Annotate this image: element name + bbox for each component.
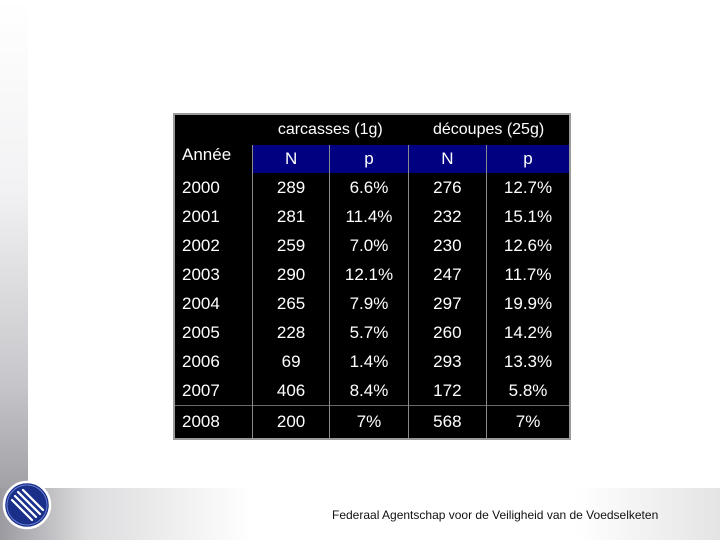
year-cell: 2001 — [182, 206, 220, 226]
carcasses-n-cell: 69 — [251, 347, 330, 376]
year-cell: 2000 — [182, 177, 220, 197]
footer-band — [0, 488, 720, 540]
group-header-decoupes: découpes (25g) — [432, 121, 545, 138]
decoupes-n-cell: 247 — [407, 260, 487, 289]
table-row: 2000 289 6.6% 276 12.7% — [174, 173, 570, 202]
decoupes-p-cell: 12.7% — [486, 173, 570, 202]
table-row: 2006 69 1.4% 293 13.3% — [174, 347, 570, 376]
decoupes-n-cell: 568 — [407, 405, 487, 439]
footer-agency-name: Federaal Agentschap voor de Veiligheid v… — [332, 508, 659, 522]
decoupes-n-cell: 293 — [407, 347, 487, 376]
carcasses-n-cell: 200 — [251, 405, 330, 439]
carcasses-p-cell: 7.0% — [329, 231, 409, 260]
sub-header-p-carcasses: p — [329, 145, 409, 173]
year-cell: 2002 — [182, 235, 220, 255]
data-table: carcasses (1g) découpes (25g) Année N p … — [173, 113, 571, 440]
year-cell: 2008 — [174, 405, 253, 439]
carcasses-n-cell: 265 — [251, 289, 330, 318]
carcasses-n-cell: 259 — [251, 231, 330, 260]
decoupes-p-cell: 7% — [486, 405, 570, 439]
carcasses-n-cell: 281 — [251, 202, 330, 231]
year-cell: 2004 — [182, 293, 220, 313]
year-cell: 2005 — [182, 322, 220, 342]
table-row: 2003 290 12.1% 247 11.7% — [174, 260, 570, 289]
sub-header-n-carcasses: N — [251, 145, 330, 173]
carcasses-p-cell: 8.4% — [329, 376, 409, 406]
group-header-carcasses: carcasses (1g) — [277, 121, 383, 138]
decoupes-p-cell: 14.2% — [486, 318, 570, 347]
table-row: 2001 281 11.4% 232 15.1% — [174, 202, 570, 231]
year-cell: 2006 — [182, 351, 220, 371]
decoupes-n-cell: 172 — [407, 376, 487, 406]
group-header-row: carcasses (1g) découpes (25g) — [174, 114, 570, 145]
carcasses-p-cell: 12.1% — [329, 260, 409, 289]
sidebar-gradient — [0, 0, 28, 540]
table-row: 2004 265 7.9% 297 19.9% — [174, 289, 570, 318]
carcasses-p-cell: 11.4% — [329, 202, 409, 231]
carcasses-n-cell: 289 — [251, 173, 330, 202]
decoupes-p-cell: 5.8% — [486, 376, 570, 406]
year-cell: 2007 — [182, 380, 220, 400]
carcasses-n-cell: 290 — [251, 260, 330, 289]
table-row: 2002 259 7.0% 230 12.6% — [174, 231, 570, 260]
decoupes-n-cell: 276 — [407, 173, 487, 202]
carcasses-p-cell: 7% — [329, 405, 409, 439]
decoupes-p-cell: 13.3% — [486, 347, 570, 376]
decoupes-p-cell: 15.1% — [486, 202, 570, 231]
decoupes-n-cell: 232 — [407, 202, 487, 231]
table-row: 2005 228 5.7% 260 14.2% — [174, 318, 570, 347]
table-row: 2007 406 8.4% 172 5.8% — [174, 376, 570, 406]
empty-corner-cell — [174, 114, 252, 145]
sub-header-p-decoupes: p — [486, 145, 570, 173]
decoupes-p-cell: 11.7% — [486, 260, 570, 289]
decoupes-p-cell: 12.6% — [486, 231, 570, 260]
sub-header-n-decoupes: N — [407, 145, 487, 173]
year-header: Année — [174, 145, 253, 173]
carcasses-n-cell: 406 — [251, 376, 330, 406]
year-cell: 2003 — [182, 264, 220, 284]
decoupes-p-cell: 19.9% — [486, 289, 570, 318]
fork-knife-logo-icon — [2, 480, 52, 530]
carcasses-p-cell: 1.4% — [329, 347, 409, 376]
sub-header-row: Année N p N p — [174, 145, 570, 173]
carcasses-p-cell: 7.9% — [329, 289, 409, 318]
carcasses-p-cell: 6.6% — [329, 173, 409, 202]
decoupes-n-cell: 260 — [407, 318, 487, 347]
carcasses-n-cell: 228 — [251, 318, 330, 347]
decoupes-n-cell: 230 — [407, 231, 487, 260]
decoupes-n-cell: 297 — [407, 289, 487, 318]
carcasses-p-cell: 5.7% — [329, 318, 409, 347]
table-row: 2008 200 7% 568 7% — [174, 405, 570, 439]
